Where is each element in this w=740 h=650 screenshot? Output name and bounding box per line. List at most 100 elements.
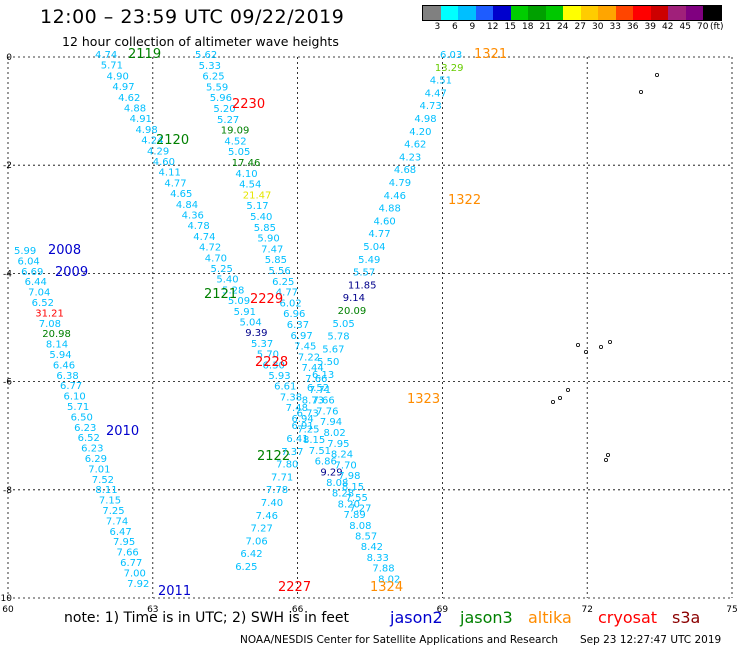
swh-reading: 5.04 <box>239 318 261 329</box>
swh-reading: 6.52 <box>32 298 54 309</box>
swh-reading: 8.20 <box>338 499 360 510</box>
x-tick-label: 75 <box>726 605 737 615</box>
island-outline <box>639 90 644 95</box>
legend-s3a: s3a <box>672 608 701 627</box>
swh-reading: 7.38 <box>280 392 302 403</box>
colorbar-swatch <box>633 6 651 20</box>
swh-reading: 5.20 <box>213 104 235 115</box>
colorbar-tick-label: 70 <box>697 22 709 32</box>
x-tick-label: 66 <box>292 605 304 615</box>
swh-reading: 8.33 <box>367 553 389 564</box>
swh-reading: 4.20 <box>409 127 431 138</box>
swh-reading: 7.44 <box>301 363 323 374</box>
swh-reading: 5.71 <box>67 402 89 413</box>
swh-reading: 9.29 <box>320 467 342 478</box>
colorbar-swatch <box>615 6 633 20</box>
island-outline <box>566 387 571 392</box>
swh-reading: 5.85 <box>254 223 276 234</box>
footer-timestamp: Sep 23 12:27:47 UTC 2019 <box>580 634 722 646</box>
pass-label: 1322 <box>448 193 481 208</box>
swh-reading: 6.25 <box>235 562 257 573</box>
swh-reading: 4.72 <box>199 243 221 254</box>
swh-reading: 7.37 <box>281 447 303 458</box>
colorbar-swatch <box>563 6 581 20</box>
swh-reading: 5.90 <box>257 234 279 245</box>
pass-label: 2011 <box>158 584 191 599</box>
colorbar-tick-label: 3 <box>434 22 441 32</box>
swh-reading: 7.52 <box>92 475 114 486</box>
y-tick-label: 0 <box>6 53 12 63</box>
swh-reading: 7.74 <box>106 516 128 527</box>
swh-reading: 4.60 <box>373 216 395 227</box>
swh-reading: 8.28 <box>332 489 354 500</box>
swh-reading: 4.60 <box>153 157 175 168</box>
swh-reading: 7.55 <box>346 493 368 504</box>
swh-reading: 8.15 <box>303 435 325 446</box>
swh-reading: 8.57 <box>355 532 377 543</box>
swh-reading: 4.77 <box>276 288 298 299</box>
note: note: 1) Time is in UTC; 2) SWH is in fe… <box>64 610 350 626</box>
swh-reading: 7.00 <box>124 568 146 579</box>
swh-reading: 8.42 <box>361 542 383 553</box>
swh-reading: 5.49 <box>358 255 380 266</box>
island-outline <box>599 344 604 349</box>
swh-reading: 5.67 <box>322 344 344 355</box>
y-tick-label: -6 <box>3 378 12 388</box>
island-outline <box>655 73 660 78</box>
pass-label: 2228 <box>255 355 288 370</box>
swh-reading: 4.46 <box>384 191 406 202</box>
swh-reading: 4.62 <box>118 93 140 104</box>
swh-reading: 6.96 <box>283 309 305 320</box>
swh-reading: 5.09 <box>228 296 250 307</box>
swh-reading: 7.89 <box>343 510 365 521</box>
swh-reading: 5.94 <box>49 350 71 361</box>
x-tick-label: 69 <box>437 605 449 615</box>
swh-reading: 5.37 <box>251 339 273 350</box>
swh-reading: 6.44 <box>25 277 47 288</box>
colorbar-tick-label: 21 <box>539 22 551 32</box>
swh-reading: 13.29 <box>435 63 464 74</box>
swh-reading: 4.70 <box>205 253 227 264</box>
swh-reading: 4.73 <box>420 101 442 112</box>
swh-reading: 4.77 <box>368 229 390 240</box>
pass-label: 2121 <box>204 287 237 302</box>
colorbar-tick-label: 15 <box>504 22 516 32</box>
colorbar <box>422 5 722 21</box>
swh-reading: 4.52 <box>224 136 246 147</box>
swh-reading: 7.48 <box>286 403 308 414</box>
island-outline <box>584 349 589 354</box>
colorbar-tick-label: 18 <box>522 22 534 32</box>
swh-reading: 7.27 <box>251 524 273 535</box>
swh-reading: 4.88 <box>379 204 401 215</box>
swh-reading: 4.10 <box>235 169 257 180</box>
grid <box>7 56 733 599</box>
swh-reading: 6.61 <box>274 382 296 393</box>
swh-reading: 7.66 <box>117 548 139 559</box>
colorbar-tick-label: 12 <box>487 22 499 32</box>
swh-reading: 5.59 <box>206 82 228 93</box>
swh-reading: 7.95 <box>113 537 135 548</box>
pass-label: 2008 <box>48 243 81 258</box>
swh-reading: 4.84 <box>176 200 198 211</box>
swh-reading: 5.91 <box>234 307 256 318</box>
swh-reading: 7.22 <box>298 352 320 363</box>
island-outline <box>551 399 556 404</box>
swh-reading: 5.05 <box>228 147 250 158</box>
colorbar-tick-label: 36 <box>627 22 639 32</box>
swh-reading: 7.66 <box>313 396 335 407</box>
island-outline <box>604 457 609 462</box>
colorbar-swatch <box>475 6 493 20</box>
swh-reading: 6.91 <box>292 421 314 432</box>
swh-reading: 7.95 <box>327 439 349 450</box>
swh-reading: 7.25 <box>102 506 124 517</box>
swh-reading: 4.97 <box>112 82 134 93</box>
swh-reading: 7.45 <box>294 342 316 353</box>
swh-reading: 4.79 <box>389 178 411 189</box>
swh-reading: 6.13 <box>312 370 334 381</box>
pass-label: 2229 <box>250 292 283 307</box>
swh-reading: 6.50 <box>71 412 93 423</box>
swh-reading: 7.76 <box>316 406 338 417</box>
swh-reading: 11.85 <box>348 280 377 291</box>
island-outline <box>606 452 611 457</box>
